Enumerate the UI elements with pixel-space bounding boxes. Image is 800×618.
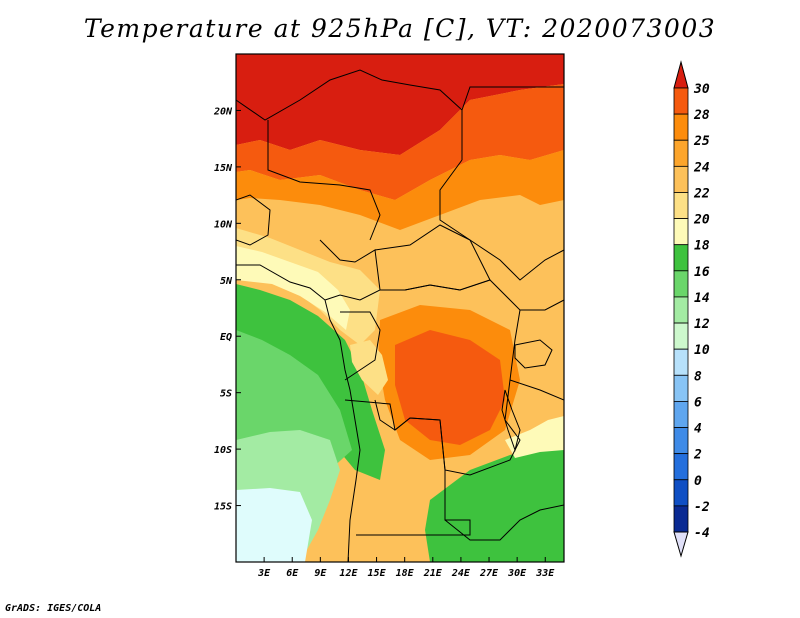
lon-tick-label: 15E — [368, 568, 387, 579]
lat-tick-label: EQ — [220, 332, 232, 343]
latitude-axis: 20N 15N 10N 5N EQ 5S 10S 15S — [213, 106, 241, 513]
colorbar-swatch — [673, 505, 689, 533]
lake-victoria — [514, 339, 553, 369]
lon-tick-label: 12E — [339, 568, 358, 579]
lat-tick-label: 10S — [214, 445, 232, 456]
band-28-30 — [236, 54, 564, 155]
country-boundaries — [236, 69, 564, 562]
colorbar-swatch — [673, 218, 689, 246]
colorbar-top-arrow — [673, 60, 689, 89]
border-zambia — [444, 504, 564, 541]
colorbar-swatch — [673, 192, 689, 219]
lon-tick-label: 30E — [507, 568, 527, 579]
lon-tick-label: 3E — [257, 568, 271, 579]
colorbar-label: 20 — [693, 213, 710, 228]
colorbar-swatch — [673, 427, 689, 455]
band-25-28 — [236, 84, 564, 200]
lat-tick-label: 5N — [220, 276, 233, 287]
colorbar-label: 16 — [694, 265, 710, 280]
colorbar-label: 6 — [694, 395, 702, 410]
colorbar-label: 2 — [693, 448, 702, 463]
border-tanzania — [509, 379, 564, 401]
colorbar-swatch — [673, 139, 689, 167]
longitude-axis: 3E 6E 9E 12E 15E 18E 21E 24E 27E 30E 33E — [257, 557, 555, 579]
border-congo — [340, 311, 381, 381]
colorbar-swatch — [673, 113, 689, 141]
lat-tick-label: 10N — [214, 219, 233, 230]
colorbar-swatch — [673, 479, 689, 507]
colorbar-swatch — [673, 296, 689, 324]
border-angola — [344, 399, 471, 536]
lon-tick-label: 21E — [423, 568, 443, 579]
band-24-25 — [236, 150, 564, 230]
colorbar-label: 10 — [694, 343, 710, 358]
border-chad-sudan — [461, 86, 564, 111]
colorbar-swatch — [673, 322, 689, 350]
colorbar-label: 30 — [693, 82, 710, 97]
colorbar-label: 14 — [694, 291, 710, 306]
colorbar-swatch — [673, 453, 689, 481]
colorbar-label: -2 — [694, 500, 710, 515]
colorbar-label: 0 — [694, 474, 702, 489]
credit-label: GrADS: IGES/COLA — [5, 603, 102, 614]
border-niger-chad — [267, 120, 381, 241]
band-16-18 — [505, 416, 564, 458]
border-northwest — [236, 194, 271, 246]
colorbar-label: 18 — [694, 239, 710, 254]
colorbar-label: 24 — [693, 160, 710, 175]
band-25-28 — [395, 330, 505, 445]
coastline-west-africa — [236, 264, 361, 562]
colorbar-bottom-arrow — [673, 531, 689, 558]
colorbar-label: 8 — [694, 369, 702, 384]
colorbar-label: 12 — [694, 317, 710, 332]
colorbar-label: 28 — [693, 108, 710, 123]
band-8-10 — [236, 488, 312, 562]
colorbar-label: 25 — [693, 134, 710, 149]
lon-tick-label: 27E — [479, 568, 499, 579]
colorbar-swatch — [673, 401, 689, 428]
temperature-field — [236, 54, 564, 562]
band-18-20 — [350, 340, 388, 395]
colorbar-label: 4 — [694, 422, 702, 437]
plot-frame — [235, 53, 565, 563]
lat-tick-label: 20N — [213, 106, 233, 117]
border-east — [520, 299, 564, 311]
lake-tanganyika — [501, 389, 521, 452]
lat-tick-label: 15S — [214, 502, 232, 513]
lon-tick-label: 9E — [314, 568, 327, 579]
border-sudan — [439, 159, 564, 281]
border-cameroon — [319, 239, 381, 301]
colorbar-swatch — [673, 87, 689, 115]
lon-tick-label: 33E — [535, 568, 555, 579]
colorbar-label: -4 — [694, 526, 710, 541]
border-sahara-north — [236, 69, 463, 160]
colorbar-swatch — [673, 374, 689, 402]
colorbar-swatch — [673, 348, 689, 376]
colorbar-label: 22 — [693, 186, 710, 201]
lat-tick-label: 5S — [220, 389, 232, 400]
colorbar-swatch — [673, 244, 689, 272]
lat-tick-label: 15N — [214, 163, 233, 174]
colorbar-swatch — [673, 270, 689, 298]
map-title: Temperature at 925hPa [C], VT: 202007300… — [83, 14, 717, 43]
lon-tick-label: 18E — [396, 568, 415, 579]
lon-tick-label: 6E — [286, 568, 299, 579]
lon-tick-label: 24E — [451, 568, 471, 579]
colorbar-swatch — [673, 165, 689, 193]
